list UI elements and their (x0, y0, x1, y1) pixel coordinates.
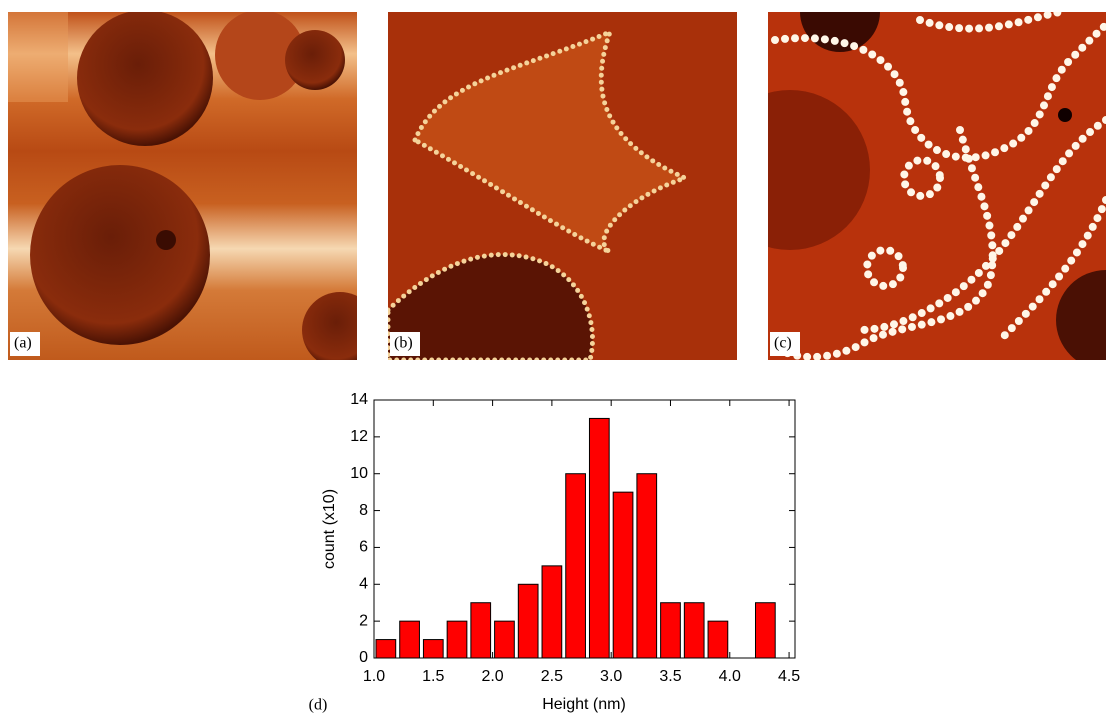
bar (684, 603, 704, 658)
y-tick-label: 0 (359, 649, 368, 666)
x-tick-label: 2.5 (541, 668, 563, 685)
afm-image-c (710, 0, 1108, 370)
figure: (a) (b) (c) Height (nm) count (x10) (d) … (0, 0, 1108, 717)
bar (589, 418, 609, 658)
bar (376, 640, 396, 658)
bar (637, 474, 657, 658)
bar (447, 621, 467, 658)
y-tick-label: 4 (359, 576, 368, 593)
bar (708, 621, 728, 658)
bar (518, 584, 538, 658)
bar (423, 640, 443, 658)
x-axis-label: Height (nm) (542, 696, 626, 713)
panel-label: (d) (309, 697, 328, 714)
bar (755, 603, 775, 658)
bar (471, 603, 491, 658)
panel-label: (b) (394, 335, 413, 352)
bar (542, 566, 562, 658)
bar (661, 603, 681, 658)
bar (566, 474, 586, 658)
y-tick-label: 14 (350, 391, 368, 408)
y-axis-label: count (x10) (321, 489, 338, 569)
y-tick-label: 12 (350, 428, 368, 445)
x-tick-label: 1.5 (422, 668, 444, 685)
x-tick-label: 4.5 (778, 668, 800, 685)
x-tick-label: 3.0 (600, 668, 622, 685)
x-tick-label: 4.0 (719, 668, 741, 685)
x-tick-label: 3.5 (659, 668, 681, 685)
x-tick-label: 1.0 (363, 668, 385, 685)
panel-label: (c) (774, 335, 792, 352)
x-tick-label: 2.0 (481, 668, 503, 685)
bar (613, 492, 633, 658)
afm-image-b (388, 12, 737, 360)
y-tick-label: 6 (359, 539, 368, 556)
bar (495, 621, 515, 658)
page: {"images": [{"label": "(a)"}, {"label": … (0, 0, 1108, 722)
panel-label: (a) (14, 335, 32, 352)
y-tick-label: 10 (350, 465, 368, 482)
afm-image-a (8, 10, 378, 368)
y-tick-label: 8 (359, 502, 368, 519)
bar (400, 621, 420, 658)
y-tick-label: 2 (359, 612, 368, 629)
